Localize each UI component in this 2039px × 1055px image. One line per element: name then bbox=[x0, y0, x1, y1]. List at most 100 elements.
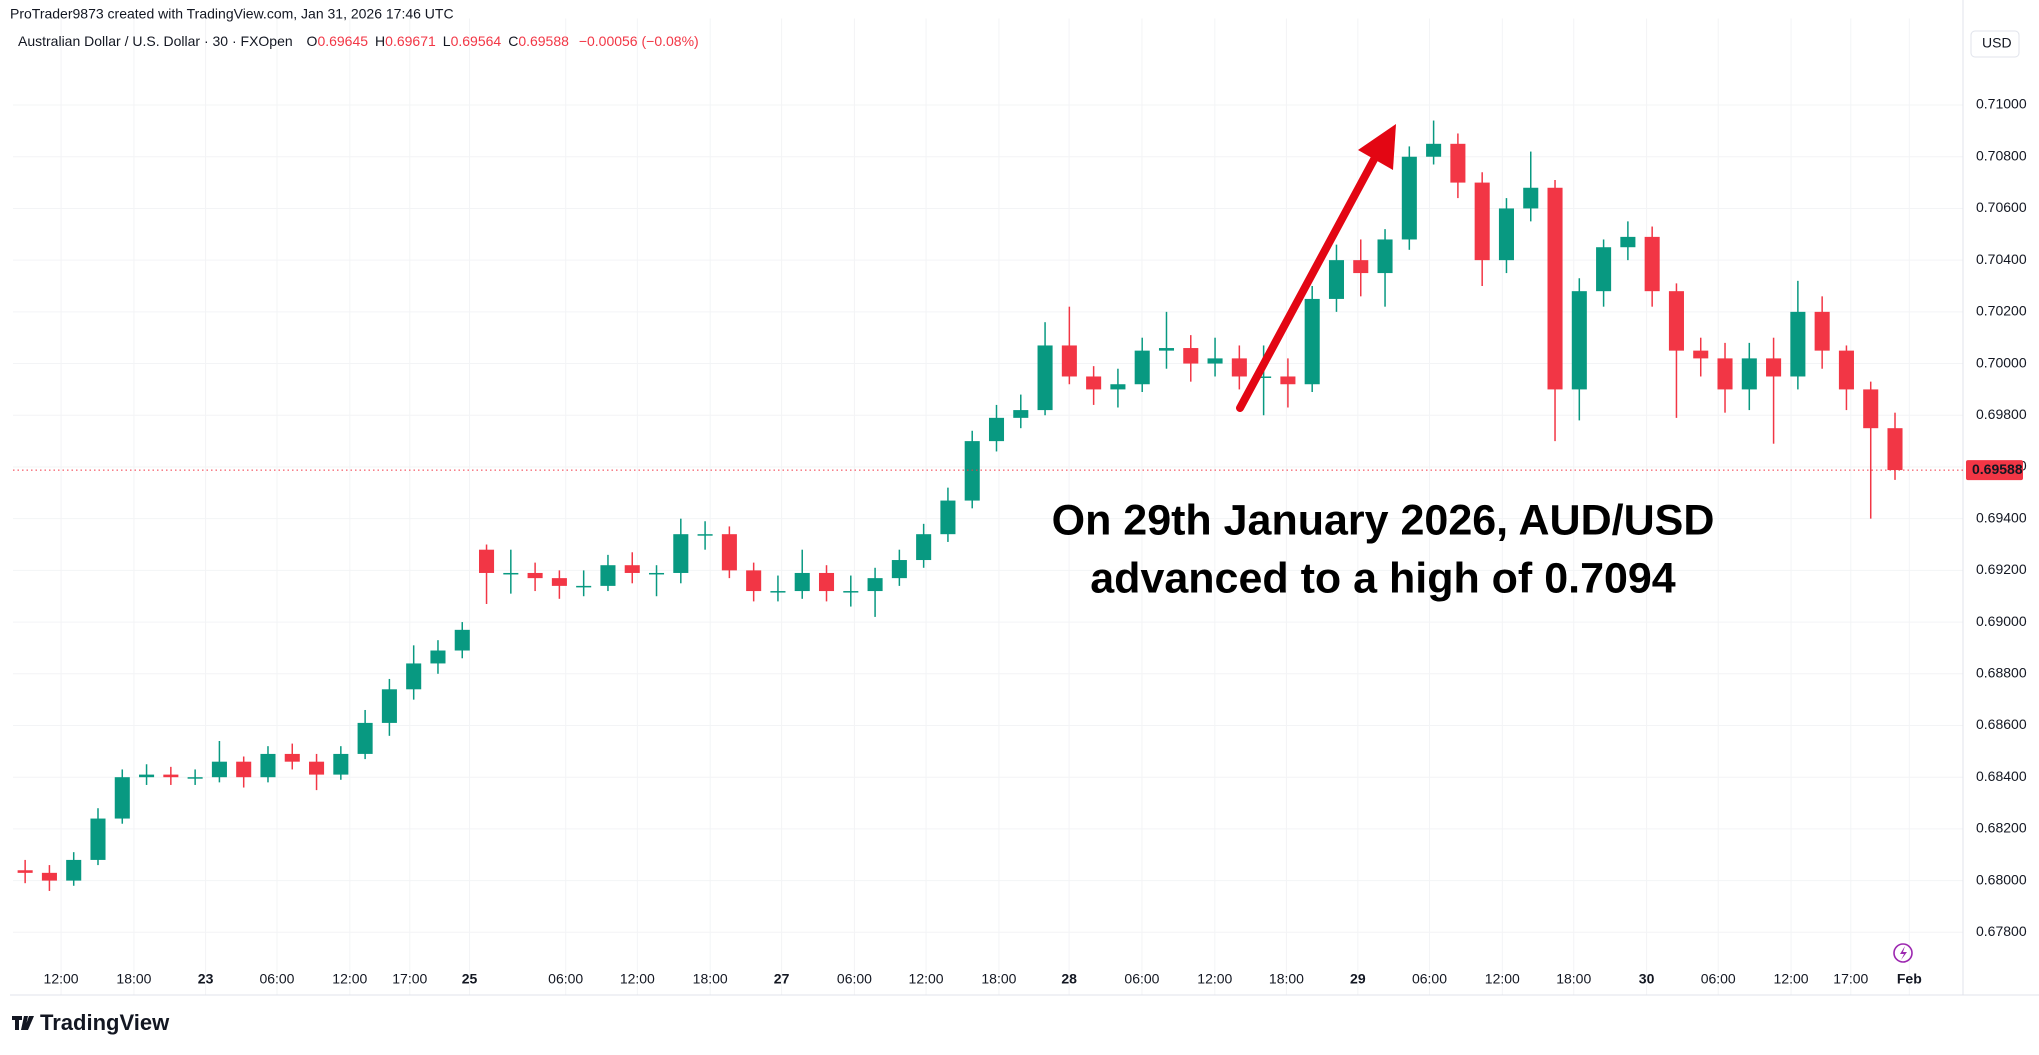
x-tick-label: 18:00 bbox=[1556, 971, 1591, 987]
ohlc-value: 0.69645 bbox=[317, 33, 368, 49]
ohlc-label: L bbox=[443, 33, 451, 49]
candle-body bbox=[1450, 143, 1466, 183]
candle-body bbox=[891, 560, 907, 579]
candle-body bbox=[1620, 236, 1636, 248]
x-tick-label: 12:00 bbox=[1774, 971, 1809, 987]
x-tick-label: 30 bbox=[1639, 971, 1655, 987]
candle-body bbox=[1086, 376, 1102, 390]
candle-body bbox=[818, 572, 835, 592]
candle-body bbox=[1426, 143, 1442, 157]
candle-body bbox=[673, 534, 689, 573]
candle-body bbox=[1814, 311, 1830, 351]
ohlc-label: O bbox=[307, 33, 318, 49]
change: −0.00056 (−0.08%) bbox=[579, 33, 699, 49]
ohlc-value: 0.69671 bbox=[385, 33, 436, 49]
x-tick-label: 28 bbox=[1061, 971, 1077, 987]
ohlc-value: 0.69588 bbox=[518, 33, 569, 49]
y-tick-label: 0.69400 bbox=[1976, 509, 2027, 525]
x-tick-label: 27 bbox=[774, 971, 790, 987]
arrow-head bbox=[1358, 124, 1396, 170]
candle-body bbox=[1474, 182, 1490, 261]
ohlc-label: C bbox=[508, 33, 518, 49]
candle-body bbox=[357, 722, 373, 754]
last-price-label: 0.69588 bbox=[1972, 461, 2023, 477]
candle-body bbox=[1838, 350, 1854, 390]
y-tick-label: 0.70200 bbox=[1976, 303, 2027, 319]
candle-body bbox=[1280, 376, 1296, 385]
candle-body bbox=[41, 872, 57, 881]
candle-body bbox=[1644, 236, 1660, 292]
candles bbox=[17, 120, 1903, 891]
y-tick-label: 0.68400 bbox=[1976, 768, 2027, 784]
ohlc-label: H bbox=[375, 33, 385, 49]
ohlc-value: 0.69564 bbox=[451, 33, 502, 49]
brand-name: TradingView bbox=[40, 1010, 170, 1035]
y-tick-label: 0.70800 bbox=[1976, 147, 2027, 163]
currency[interactable]: USD bbox=[1982, 35, 2012, 51]
candle-body bbox=[794, 572, 810, 592]
x-tick-label: 25 bbox=[462, 971, 478, 987]
candle-body bbox=[381, 689, 397, 723]
candle-body bbox=[1766, 358, 1782, 377]
candle-body bbox=[1110, 384, 1126, 390]
symbol-legend: Australian Dollar / U.S. Dollar · 30 · F… bbox=[18, 33, 699, 49]
y-tick-label: 0.70600 bbox=[1976, 199, 2027, 215]
candle-body bbox=[1498, 208, 1514, 261]
candle-body bbox=[1741, 358, 1757, 390]
ohlc: O0.69645 H0.69671 L0.69564 C0.69588 bbox=[307, 33, 570, 49]
x-tick-label: 18:00 bbox=[693, 971, 728, 987]
candle-body bbox=[697, 534, 713, 536]
alert-icon[interactable] bbox=[1893, 943, 1913, 963]
candle-body bbox=[114, 777, 130, 819]
candle-body bbox=[770, 591, 786, 593]
x-tick-label: 12:00 bbox=[909, 971, 944, 987]
brand-icon bbox=[12, 1016, 34, 1030]
candle-body bbox=[527, 572, 543, 579]
x-tick-label: 17:00 bbox=[1833, 971, 1868, 987]
candle-body bbox=[163, 774, 179, 778]
candle-body bbox=[1256, 376, 1272, 378]
candle-body bbox=[940, 500, 956, 535]
candle-body bbox=[66, 859, 82, 881]
x-tick-label: 06:00 bbox=[548, 971, 583, 987]
candle-body bbox=[479, 549, 495, 573]
candle-body bbox=[1377, 239, 1393, 274]
x-tick-label: 12:00 bbox=[44, 971, 79, 987]
candle-body bbox=[648, 572, 665, 575]
grid bbox=[13, 18, 1963, 995]
currency-box[interactable] bbox=[1970, 30, 2020, 58]
candle-body bbox=[1037, 345, 1053, 411]
candle-body bbox=[211, 761, 227, 778]
candle-body bbox=[867, 578, 883, 592]
candle-body bbox=[1596, 247, 1612, 292]
candle-body bbox=[1401, 156, 1417, 240]
candle-body bbox=[454, 629, 470, 651]
symbol-title: Australian Dollar / U.S. Dollar · 30 · F… bbox=[18, 33, 293, 49]
candle-body bbox=[90, 818, 106, 860]
candle-body bbox=[964, 441, 980, 501]
x-tick-label: 12:00 bbox=[332, 971, 367, 987]
brand-logo[interactable]: TradingView bbox=[12, 1010, 170, 1035]
y-tick-label: 0.71000 bbox=[1976, 96, 2027, 112]
candle-body bbox=[187, 777, 203, 779]
candle-body bbox=[600, 565, 616, 586]
x-tick-label: 12:00 bbox=[1197, 971, 1232, 987]
arrow-shaft bbox=[1236, 148, 1382, 412]
candle-body bbox=[430, 650, 446, 664]
candle-body bbox=[1158, 348, 1175, 351]
x-tick-label: 06:00 bbox=[1412, 971, 1447, 987]
candle-body bbox=[139, 774, 155, 778]
candle-body bbox=[1790, 311, 1806, 377]
x-tick-label: 29 bbox=[1350, 971, 1366, 987]
candle-body bbox=[1328, 260, 1345, 299]
candle-body bbox=[1353, 260, 1369, 274]
x-tick-label: 12:00 bbox=[620, 971, 655, 987]
candle-body bbox=[1571, 291, 1587, 390]
x-tick-label: 18:00 bbox=[1269, 971, 1304, 987]
candle-body bbox=[1134, 350, 1150, 385]
candle-body bbox=[1547, 187, 1563, 390]
credit: ProTrader9873 created with TradingView.c… bbox=[10, 6, 454, 22]
candle-body bbox=[1061, 345, 1077, 377]
